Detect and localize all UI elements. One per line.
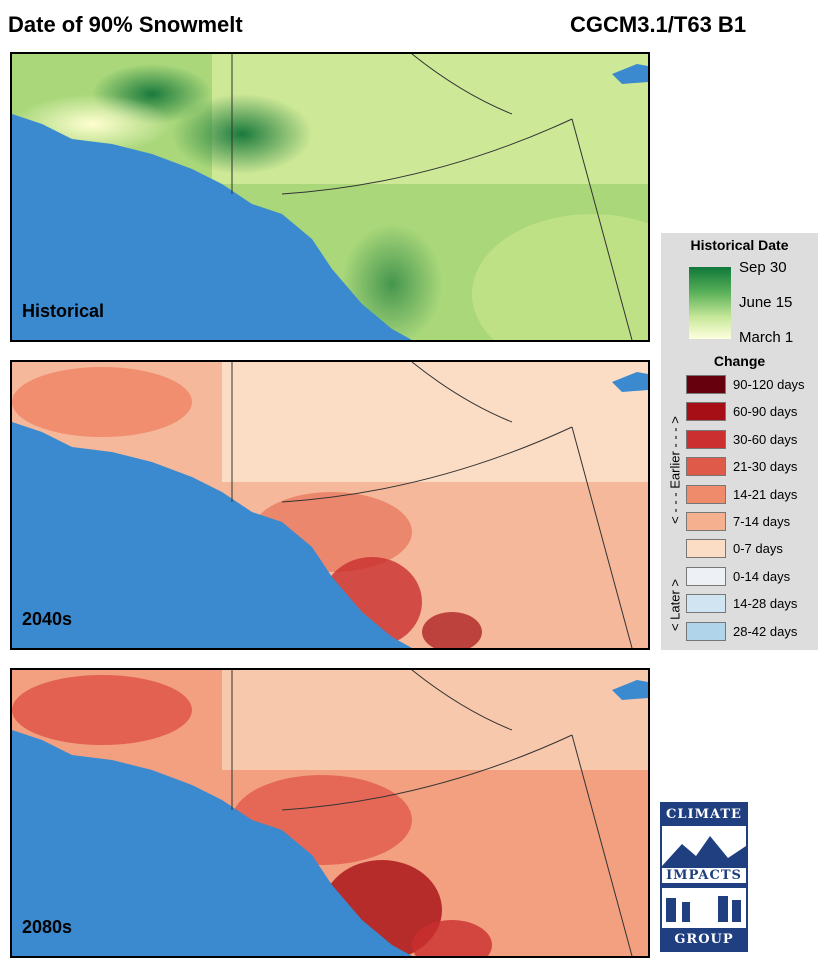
legend-swatch-label: 0-14 days xyxy=(733,568,791,584)
change-zone xyxy=(12,367,192,437)
border-line xyxy=(571,734,633,956)
legend-swatch-label: 30-60 days xyxy=(733,431,798,447)
legend-swatch xyxy=(686,402,726,422)
border-line xyxy=(411,54,513,115)
inland-water xyxy=(612,64,648,84)
map-title: Date of 90% Snowmelt xyxy=(8,12,243,37)
historical-legend-title: Historical Date xyxy=(690,237,789,253)
border-line xyxy=(281,118,573,195)
logo-text-climate: CLIMATE xyxy=(666,807,742,822)
inland-water xyxy=(612,680,648,700)
legend-swatch xyxy=(686,539,726,559)
inland-water xyxy=(612,372,648,392)
legend-swatch xyxy=(686,429,726,449)
legend-swatch-label: 0-7 days xyxy=(733,541,783,557)
change-zone xyxy=(422,612,482,648)
historical-map xyxy=(12,54,648,340)
ramp-label-bottom: March 1 xyxy=(739,329,794,346)
border-line xyxy=(281,426,573,503)
logo-band xyxy=(662,804,746,826)
legend-swatch xyxy=(686,594,726,614)
change-2080s-map xyxy=(12,670,648,956)
change-zone xyxy=(12,675,192,745)
earlier-axis-label: < - - - Earlier - - - > xyxy=(667,416,683,524)
legend-swatch-label: 14-28 days xyxy=(733,596,798,612)
historical-map-panel: Historical xyxy=(10,52,650,342)
legend-swatch-label: 14-21 days xyxy=(733,486,798,502)
ramp-label-middle: June 15 xyxy=(739,294,793,311)
interior-zone xyxy=(222,670,648,770)
legend-swatch-label: 90-120 days xyxy=(733,377,805,392)
legend-swatch xyxy=(686,566,726,586)
border-line xyxy=(281,734,573,811)
model-name: CGCM3.1/T63 B1 xyxy=(570,12,747,37)
high-snow-zone xyxy=(172,94,312,174)
map-legend: Historical Date Sep 30 June 15 March 1 C… xyxy=(661,233,818,650)
ocean xyxy=(12,114,412,340)
border-line xyxy=(411,670,513,731)
later-axis-label: < Later > xyxy=(667,578,683,632)
legend-swatch xyxy=(686,375,726,394)
climate-impacts-group-logo: CLIMATE IMPACTS GROUP xyxy=(660,802,748,952)
change-2080s-map-panel: 2080s xyxy=(10,668,650,958)
logo-text-group: GROUP xyxy=(674,932,734,947)
legend-swatch-label: 28-42 days xyxy=(733,623,798,639)
legend-swatch xyxy=(686,457,726,477)
interior-zone xyxy=(222,362,648,482)
panel-label: Historical xyxy=(22,301,105,321)
border-line xyxy=(411,362,513,423)
change-zone xyxy=(412,920,492,956)
ocean xyxy=(12,730,412,956)
ramp-label-top: Sep 30 xyxy=(739,259,787,276)
border-line xyxy=(571,118,633,340)
southeast-zone xyxy=(472,214,648,340)
legend-swatch xyxy=(686,621,726,641)
logo-band xyxy=(662,928,746,950)
logo-text-impacts: IMPACTS xyxy=(662,868,746,883)
ocean xyxy=(12,422,412,648)
historical-color-ramp xyxy=(689,267,731,339)
panel-label: 2080s xyxy=(22,917,73,937)
border-line xyxy=(571,426,633,648)
legend-swatch-label: 21-30 days xyxy=(733,459,798,475)
legend-swatch xyxy=(686,484,726,504)
legend-swatch-label: 60-90 days xyxy=(733,404,798,420)
legend-swatch xyxy=(686,512,726,531)
change-2040s-map-panel: 2040s xyxy=(10,360,650,650)
panel-label: 2040s xyxy=(22,609,73,629)
legend-swatch-label: 7-14 days xyxy=(733,514,791,529)
change-2040s-map xyxy=(12,362,648,648)
change-legend-title: Change xyxy=(713,353,766,369)
